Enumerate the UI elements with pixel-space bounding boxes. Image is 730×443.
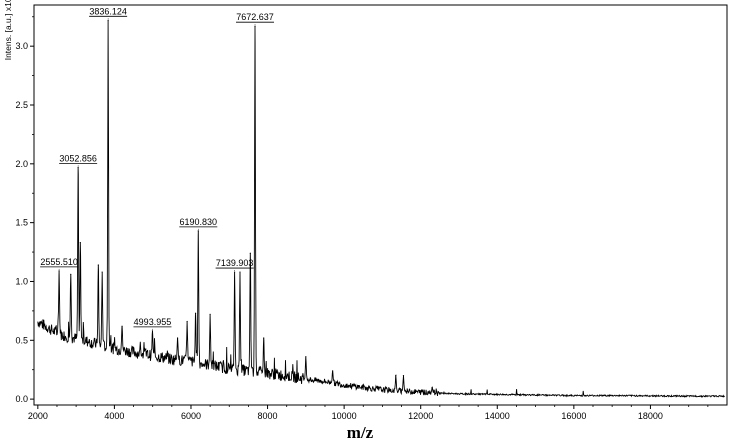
peak-point-11 bbox=[194, 312, 197, 314]
y-tick-label-6: 3.0 bbox=[15, 41, 28, 51]
spectrum-group bbox=[37, 19, 725, 398]
y-tick-label-2: 1.0 bbox=[15, 276, 28, 286]
x-tick-label-4: 10000 bbox=[332, 411, 357, 421]
peak-point-21 bbox=[395, 374, 397, 377]
peak-label-2: 3836.124 bbox=[89, 6, 127, 16]
x-tick-label-8: 18000 bbox=[638, 411, 663, 421]
peak-point-7 bbox=[121, 325, 123, 327]
peak-point-4 bbox=[97, 264, 99, 266]
peak-point-0 bbox=[58, 270, 60, 272]
x-axis: 2000 4000 6000 8000 10000 12000 14000 16000 1800… bbox=[28, 405, 709, 421]
peak-point-6 bbox=[107, 19, 109, 21]
peak-label-4: 6190.830 bbox=[180, 217, 218, 227]
y-axis-label: Intens. [a.u.] x10 4 bbox=[3, 0, 13, 60]
peak-point-17 bbox=[254, 25, 256, 27]
peak-point-16 bbox=[249, 252, 251, 254]
peak-point-9 bbox=[176, 337, 179, 339]
peak-point-20 bbox=[332, 370, 334, 372]
peak-point-3 bbox=[79, 242, 81, 244]
y-axis: 0.0 0.5 1.0 1.5 2.0 2.5 3.0 bbox=[15, 16, 34, 404]
y-multiplier: x10 bbox=[3, 0, 13, 11]
x-tick-label-0: 2000 bbox=[28, 411, 48, 421]
peak-point-10 bbox=[186, 320, 188, 323]
peak-point-8 bbox=[151, 330, 154, 332]
peak-point-1 bbox=[70, 273, 72, 276]
peak-point-12 bbox=[197, 230, 199, 232]
peak-labels: 2555.510 3052.856 3836.124 4993.955 6190.830… bbox=[40, 6, 275, 330]
x-tick-label-7: 16000 bbox=[561, 411, 586, 421]
peak-label-3: 4993.955 bbox=[134, 317, 172, 327]
peak-label-1: 3052.856 bbox=[59, 153, 97, 163]
peak-label-6: 7672.637 bbox=[236, 12, 274, 22]
peak-label-5: 7139.903 bbox=[216, 258, 254, 268]
peak-point-13 bbox=[209, 313, 211, 316]
y-tick-label-5: 2.5 bbox=[15, 100, 28, 110]
spectrum-line bbox=[37, 20, 725, 398]
plot-border bbox=[33, 4, 728, 406]
peak-point-15 bbox=[239, 271, 241, 273]
y-tick-label-3: 1.5 bbox=[15, 218, 28, 228]
peak-point-23 bbox=[431, 386, 433, 388]
x-tick-label-3: 8000 bbox=[258, 411, 278, 421]
peak-point-14 bbox=[234, 271, 236, 273]
x-tick-label-2: 6000 bbox=[181, 411, 201, 421]
peak-point-5 bbox=[101, 271, 103, 273]
peak-label-0: 2555.510 bbox=[40, 257, 78, 267]
peak-point-19 bbox=[305, 356, 307, 358]
x-tick-label-5: 12000 bbox=[408, 411, 433, 421]
plot-frame bbox=[33, 4, 728, 406]
peak-point-2 bbox=[77, 166, 79, 168]
y-tick-label-0: 0.0 bbox=[15, 394, 28, 404]
x-axis-label: m/z bbox=[347, 423, 374, 442]
y-tick-label-4: 2.0 bbox=[15, 159, 28, 169]
peak-point-18 bbox=[263, 337, 265, 339]
peak-point-22 bbox=[402, 374, 405, 377]
x-tick-label-1: 4000 bbox=[104, 411, 124, 421]
y-tick-label-1: 0.5 bbox=[15, 335, 28, 345]
x-tick-label-6: 14000 bbox=[485, 411, 510, 421]
